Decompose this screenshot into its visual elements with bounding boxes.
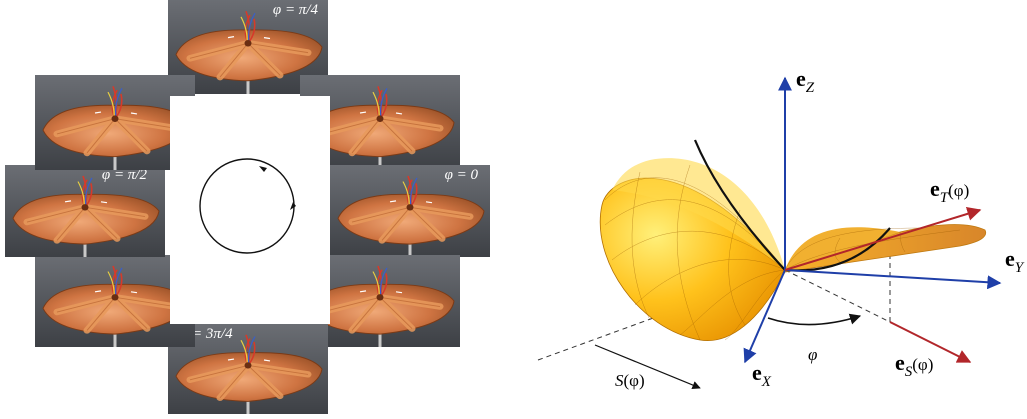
phase-label-0: φ = 0 [444,167,478,183]
photo-montage: φ = π/4 φ = 0 φ = 3π/4 φ = π/2 [0,0,500,414]
black-section-curve [693,139,786,271]
photo-phi-0: φ = 0 [330,165,490,257]
label-eS-phi: eS(φ) [895,350,933,380]
photo-phi-pi-over-2: φ = π/2 [5,165,165,257]
phase-label-pi-over-4: φ = π/4 [272,2,318,18]
axis-eT [784,207,982,271]
wing-surface [599,139,987,342]
label-phi: φ [808,345,817,364]
phase-label-pi-over-2: φ = π/2 [101,167,147,183]
s-phi-arrow [594,344,701,390]
label-eT-phi: eT(φ) [930,176,969,206]
cycle-circle [199,158,295,254]
cycle-arrow-right [290,202,296,210]
label-eX: eX [752,360,772,390]
axis-eX [743,269,786,364]
label-eZ: eZ [796,66,815,96]
photo-phi-pi-over-4: φ = π/4 [168,0,328,94]
label-eY: eY [1005,246,1025,276]
coordinate-diagram: eZ eY eX eT(φ) eS(φ) φ S(φ) [510,0,1027,414]
axis-eS [889,321,972,363]
axis-eY [784,269,1002,290]
cycle-diagram [199,158,296,254]
center-panel [170,96,330,324]
phi-angle-arc [767,313,862,326]
diagram-svg: eZ eY eX eT(φ) eS(φ) φ S(φ) [537,66,1025,390]
cycle-arrow-top [259,166,267,172]
label-S-phi: S(φ) [615,371,645,390]
